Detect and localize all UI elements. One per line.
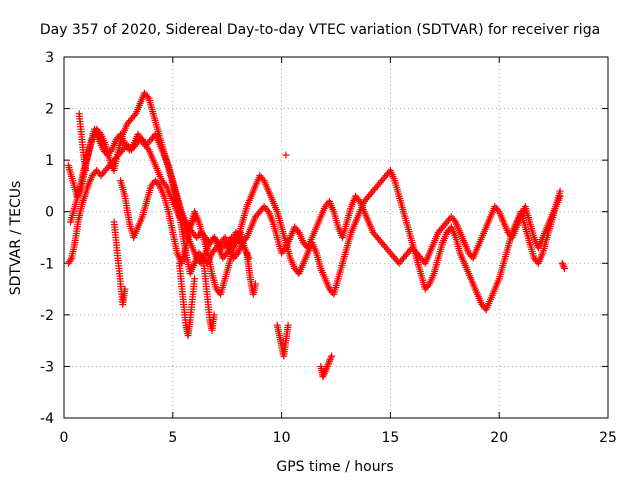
data-point-plus	[233, 251, 241, 259]
data-point-plus	[282, 151, 290, 159]
series-track-6	[117, 166, 564, 314]
data-point-plus	[320, 371, 328, 379]
data-points	[64, 89, 568, 381]
series-track-14	[558, 259, 568, 272]
chart-title: Day 357 of 2020, Sidereal Day-to-day VTE…	[40, 22, 600, 38]
series-track-9	[199, 254, 218, 334]
series-track-13	[282, 151, 290, 159]
data-point-plus	[143, 93, 151, 101]
data-point-plus	[424, 282, 432, 290]
data-point-plus	[263, 206, 271, 214]
series-track-10	[243, 249, 259, 298]
data-point-plus	[222, 251, 230, 259]
data-point-plus	[556, 192, 564, 200]
data-point-plus	[558, 259, 566, 267]
data-point-plus	[82, 166, 90, 174]
data-point-plus	[130, 111, 138, 119]
series-track-7	[169, 177, 564, 278]
data-point-plus	[319, 373, 327, 381]
data-point-plus	[324, 361, 332, 369]
data-point-plus	[106, 148, 114, 156]
data-point-plus	[327, 354, 335, 362]
series-track-11	[273, 321, 292, 360]
y-tick-label: -3	[40, 359, 54, 375]
data-point-plus	[322, 366, 330, 374]
data-point-plus	[494, 206, 502, 214]
data-point-plus	[154, 180, 162, 188]
series-track-8	[175, 259, 199, 339]
y-tick-label: -1	[40, 256, 54, 272]
data-point-plus	[325, 359, 333, 367]
y-tick-label: 3	[45, 50, 54, 66]
data-point-plus	[241, 235, 249, 243]
data-point-plus	[559, 261, 567, 269]
x-axis-label: GPS time / hours	[276, 459, 393, 475]
series-track-4	[75, 110, 90, 174]
x-tick-labels: 0 5 10 15 20 25	[60, 430, 617, 446]
data-point-plus	[325, 357, 333, 365]
data-point-plus	[320, 369, 328, 377]
data-point-plus	[328, 352, 336, 360]
data-point-plus	[143, 144, 151, 152]
data-point-plus	[284, 321, 292, 329]
x-tick-label: 5	[168, 430, 177, 446]
y-tick-label: 2	[45, 102, 54, 118]
data-point-plus	[121, 285, 129, 293]
data-point-plus	[161, 180, 169, 188]
y-tick-label: -2	[40, 308, 54, 324]
y-tick-label: 1	[45, 153, 54, 169]
data-point-plus	[67, 256, 75, 264]
y-tick-labels: -4 -3 -2 -1 0 1 2 3	[40, 50, 54, 427]
data-point-plus	[323, 364, 331, 372]
data-point-plus	[354, 196, 362, 204]
y-tick-label: 0	[45, 205, 54, 221]
data-point-plus	[281, 246, 289, 254]
data-point-plus	[321, 368, 329, 376]
data-point-plus	[560, 264, 568, 272]
data-point-plus	[191, 275, 199, 283]
data-point-plus	[259, 175, 267, 183]
x-tick-label: 0	[60, 430, 69, 446]
data-point-plus	[210, 311, 218, 319]
data-point-plus	[450, 216, 458, 224]
data-point-plus	[251, 280, 259, 288]
y-tick-label: -4	[40, 411, 54, 427]
data-point-plus	[294, 227, 302, 235]
x-tick-label: 15	[381, 430, 399, 446]
x-tick-label: 10	[273, 430, 291, 446]
plot-frame	[63, 56, 609, 419]
x-tick-label: 20	[490, 430, 508, 446]
series-track-12	[317, 352, 336, 381]
y-axis-label: SDTVAR / TECUs	[8, 181, 24, 296]
data-point-plus	[326, 356, 334, 364]
data-point-plus	[323, 362, 331, 370]
data-point-plus	[560, 263, 568, 271]
series-track-5	[110, 218, 129, 309]
x-tick-label: 25	[599, 430, 617, 446]
